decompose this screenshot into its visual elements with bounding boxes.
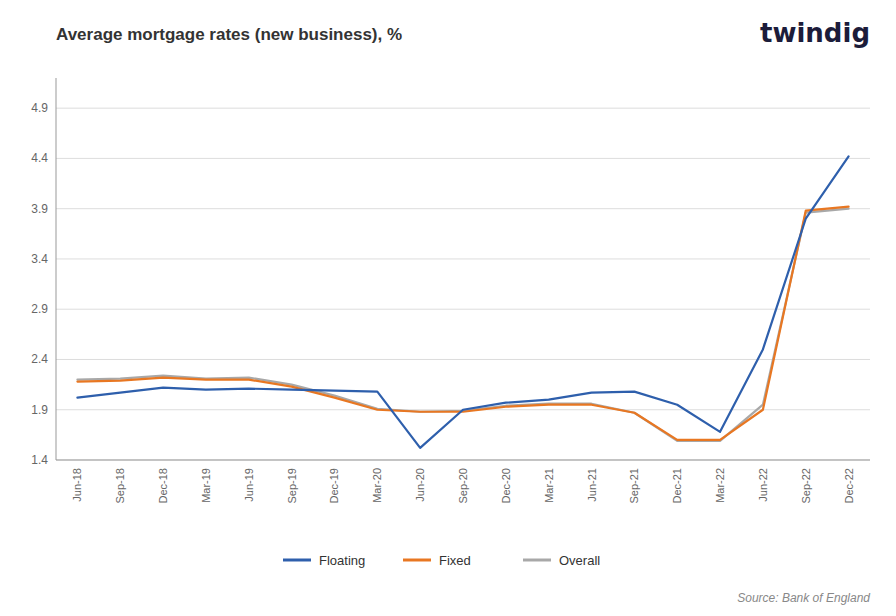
x-tick-label: Mar-22 [714,468,726,503]
x-tick-label: Jun-20 [414,468,426,502]
background [0,0,896,616]
x-tick-label: Dec-21 [671,468,683,503]
chart: Average mortgage rates (new business), %… [0,0,896,616]
y-axis: 1.4 1.9 2.4 2.9 3.4 3.9 4.4 4.9 [31,101,870,467]
legend-swatch [523,559,551,562]
grid-line [56,460,870,461]
x-tick-label: Jun-21 [586,468,598,502]
y-tick-label: 1.9 [31,403,48,417]
x-tick-label: Jun-19 [243,468,255,502]
legend-swatch [283,559,311,562]
x-tick-label: Sep-19 [286,468,298,503]
lines [77,156,848,448]
y-tick-label: 1.4 [31,453,48,467]
y-axis-line [56,78,57,460]
title: Average mortgage rates (new business), % [56,25,402,44]
brand-annotation: twindig [760,18,870,48]
legend: Floating Fixed Overall [283,553,600,568]
grid-line [56,108,870,109]
y-tick-label: 2.9 [31,302,48,316]
x-tick-label: Sep-22 [800,468,812,503]
legend-label: Fixed [439,553,471,568]
x-tick-label: Sep-21 [628,468,640,503]
legend-label: Overall [559,553,600,568]
x-tick-label: Dec-20 [500,468,512,503]
legend-label: Floating [319,553,365,568]
x-tick-label: Mar-21 [543,468,555,503]
x-tick-label: Mar-19 [200,468,212,503]
x-tick-label: Sep-20 [457,468,469,503]
x-tick-label: Jun-22 [757,468,769,502]
grid-line [56,208,870,209]
x-axis: Jun-18 Sep-18 Dec-18 Mar-19 Jun-19 Sep-19 Dec-… [71,468,854,503]
x-axis-line [56,460,870,461]
y-tick-label: 4.9 [31,101,48,115]
series-line [77,156,848,448]
x-tick-label: Dec-18 [157,468,169,503]
y-tick-label: 4.4 [31,151,48,165]
grid-line [56,309,870,310]
x-tick-label: Sep-18 [114,468,126,503]
x-tick-label: Mar-20 [371,468,383,503]
y-tick-label: 3.9 [31,202,48,216]
x-tick-label: Dec-19 [328,468,340,503]
grid-line [56,158,870,159]
x-tick-label: Jun-18 [71,468,83,502]
source-annotation: Source: Bank of England [737,591,870,605]
grid-line [56,359,870,360]
legend-swatch [403,559,431,562]
grid-line [56,258,870,259]
y-tick-label: 2.4 [31,352,48,366]
x-tick-label: Dec-22 [843,468,855,503]
y-tick-label: 3.4 [31,252,48,266]
